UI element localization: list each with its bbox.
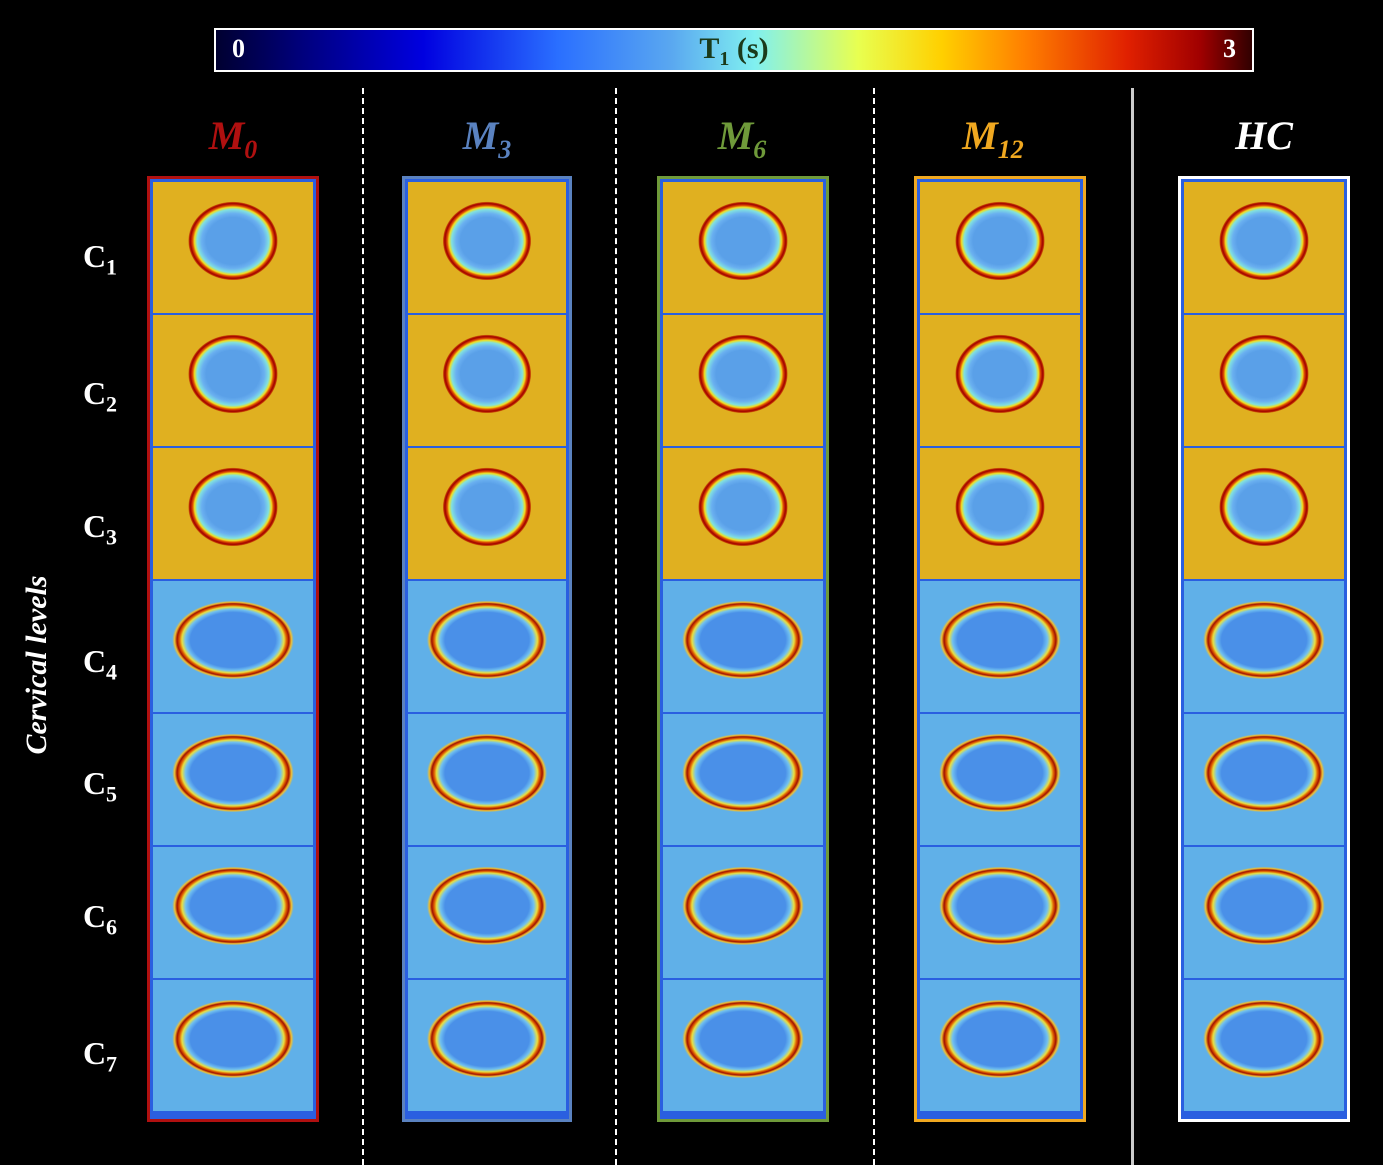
mri-slice-c4	[153, 581, 313, 712]
mri-slice-c3	[920, 448, 1080, 579]
mri-slice-c5	[153, 714, 313, 845]
mri-slice-c3	[663, 448, 823, 579]
column-title-m3: M3	[462, 113, 512, 164]
mri-slice-c6	[920, 847, 1080, 978]
mri-slice-c4	[408, 581, 566, 712]
mri-slice-c1	[663, 182, 823, 313]
divider-hc	[1131, 88, 1134, 1165]
mri-slice-c3	[1184, 448, 1344, 579]
mri-slice-c7	[663, 980, 823, 1111]
colorbar-max-label: 3	[1223, 34, 1236, 63]
mri-slice-c7	[153, 980, 313, 1111]
mri-slice-c6	[153, 847, 313, 978]
divider-1	[362, 88, 364, 1165]
row-label-c2: C2	[82, 375, 118, 417]
row-label-c1: C1	[82, 238, 118, 280]
row-label-c6: C6	[82, 898, 118, 940]
mri-slice-c6	[663, 847, 823, 978]
row-label-c7: C7	[82, 1035, 118, 1077]
mri-slice-c3	[408, 448, 566, 579]
mri-slice-c4	[1184, 581, 1344, 712]
mri-slice-c6	[1184, 847, 1344, 978]
divider-2	[615, 88, 617, 1165]
mri-slice-c1	[920, 182, 1080, 313]
mri-slice-c7	[1184, 980, 1344, 1111]
colorbar-min-label: 0	[232, 34, 245, 63]
mri-slice-c2	[663, 315, 823, 446]
panel-m12	[914, 176, 1086, 1122]
column-title-m0: M0	[208, 113, 258, 164]
mri-slice-c5	[663, 714, 823, 845]
row-axis-label: Cervical levels	[20, 575, 53, 755]
mri-slice-c2	[1184, 315, 1344, 446]
t1-colorbar: 0 T1 (s) 3	[214, 28, 1254, 72]
panel-m0	[147, 176, 319, 1122]
mri-slice-c4	[663, 581, 823, 712]
mri-slice-c4	[920, 581, 1080, 712]
mri-slice-c1	[408, 182, 566, 313]
mri-slice-c7	[920, 980, 1080, 1111]
column-title-m6: M6	[717, 113, 767, 164]
mri-slice-c1	[153, 182, 313, 313]
column-title-m12: M12	[962, 113, 1024, 164]
column-title-hc: HC	[1235, 113, 1293, 158]
mri-slice-c6	[408, 847, 566, 978]
panel-hc	[1178, 176, 1350, 1122]
mri-slice-c5	[1184, 714, 1344, 845]
row-label-c4: C4	[82, 643, 118, 685]
mri-slice-c1	[1184, 182, 1344, 313]
row-label-c3: C3	[82, 508, 118, 550]
mri-slice-c7	[408, 980, 566, 1111]
mri-slice-c2	[408, 315, 566, 446]
mri-slice-c5	[408, 714, 566, 845]
colorbar-title: T1 (s)	[699, 32, 769, 70]
row-label-c5: C5	[82, 765, 118, 807]
mri-slice-c2	[153, 315, 313, 446]
mri-slice-c3	[153, 448, 313, 579]
panel-m3	[402, 176, 572, 1122]
mri-slice-c2	[920, 315, 1080, 446]
divider-3	[873, 88, 875, 1165]
panel-m6	[657, 176, 829, 1122]
mri-slice-c5	[920, 714, 1080, 845]
